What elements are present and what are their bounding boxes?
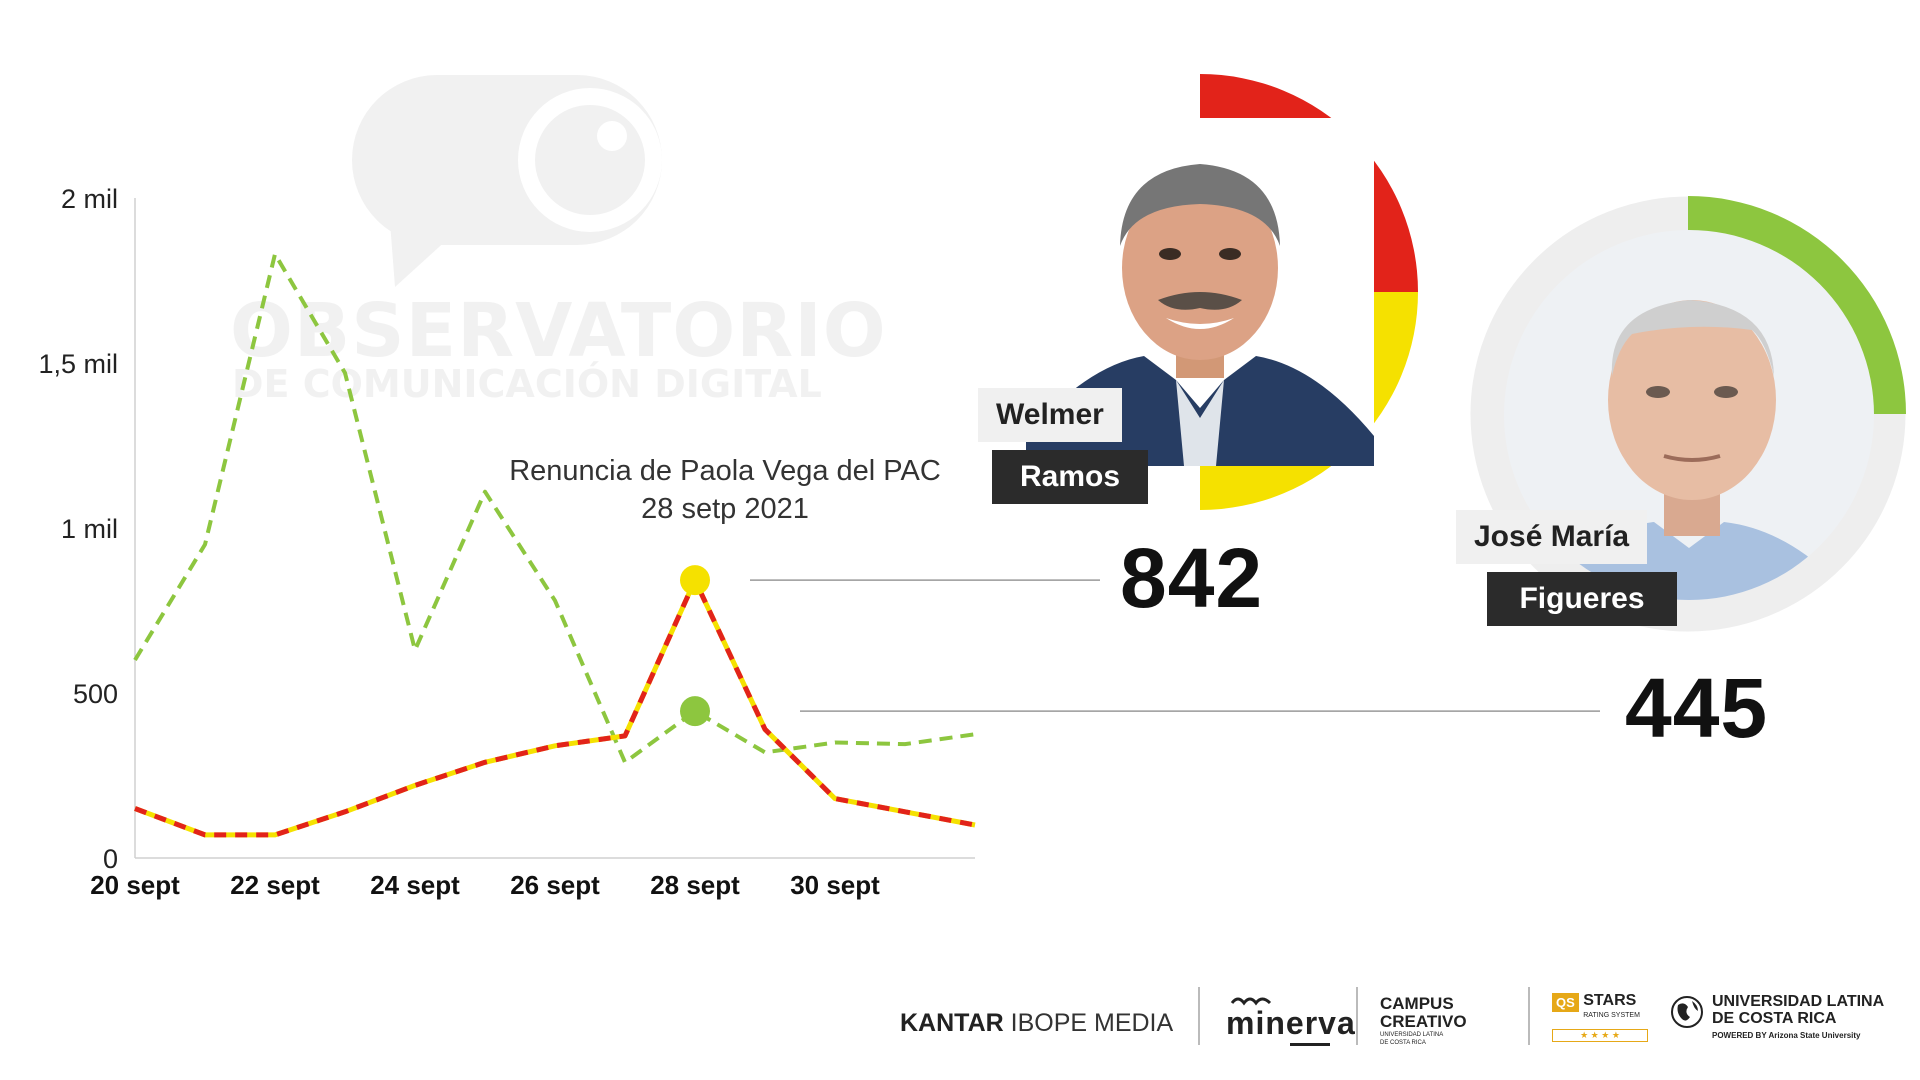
y-tick-label: 500 (73, 679, 118, 709)
welmer-last-name-label: Ramos (992, 450, 1148, 504)
y-tick-label: 2 mil (61, 184, 118, 214)
x-tick-label: 20 sept (90, 870, 180, 900)
series-line (133, 252, 976, 765)
series-line-stripes (134, 577, 976, 838)
y-tick-label: 1 mil (61, 514, 118, 544)
ulatina-line-1: UNIVERSIDAD LATINA (1712, 993, 1885, 1010)
ulatina-text-block: UNIVERSIDAD LATINA DE COSTA RICA POWERED… (1712, 993, 1884, 1044)
ibope-media-text: IBOPE MEDIA (1010, 1009, 1174, 1037)
ulatina-line-3: POWERED BY Arizona State University (1712, 1031, 1861, 1040)
y-tick-label: 1,5 mil (38, 349, 118, 379)
sponsor-logos: KANTAR IBOPE MEDIA minerva CAMPUS CREATI… (900, 985, 1910, 1065)
jose-maria-figueres-ring (1470, 196, 1906, 632)
campus-creativo-logo: CAMPUS CREATIVO UNIVERSIDAD LATINA DE CO… (1380, 995, 1467, 1047)
minerva-wave-icon (1230, 997, 1272, 1006)
minerva-text: minerva (1226, 1005, 1356, 1041)
figueres-last-name-label: Figueres (1487, 572, 1677, 626)
jose-maria-first-name-label: José María (1456, 510, 1648, 564)
x-tick-label: 24 sept (370, 870, 460, 900)
qs-stars-text-block: STARS RATING SYSTEM (1583, 993, 1640, 1023)
minerva-logo: minerva (1226, 993, 1355, 1046)
kantar-text: KANTAR (900, 1009, 1004, 1037)
stars-subtext: RATING SYSTEM (1583, 1012, 1640, 1019)
footer-divider (1356, 987, 1358, 1045)
campus-subtext: UNIVERSIDAD LATINA DE COSTA RICA (1380, 1032, 1443, 1046)
x-tick-label: 26 sept (510, 870, 600, 900)
annotation-line-1: Renuncia de Paola Vega del PAC (509, 455, 941, 487)
x-tick-label: 22 sept (230, 870, 320, 900)
welmer-first-name-label: Welmer (978, 388, 1122, 442)
campus-text: CAMPUS (1380, 994, 1454, 1013)
highlight-dot (680, 696, 710, 727)
highlight-dot (680, 565, 710, 596)
qs-badge: QS (1552, 993, 1579, 1012)
minerva-underline (1290, 1043, 1330, 1046)
kantar-ibope-media-logo: KANTAR IBOPE MEDIA (900, 1009, 1173, 1038)
x-tick-label: 30 sept (790, 870, 880, 900)
creativo-text: CREATIVO (1380, 1012, 1467, 1031)
globe-icon (1671, 996, 1703, 1028)
series-line-base (134, 577, 976, 838)
chart-annotation: Renuncia de Paola Vega del PAC 28 setp 2… (485, 452, 965, 528)
y-tick-label: 0 (103, 844, 118, 874)
stars-text: STARS (1583, 992, 1637, 1009)
footer-divider (1198, 987, 1200, 1045)
x-tick-label: 28 sept (650, 870, 740, 900)
footer-divider (1528, 987, 1530, 1045)
watermark-subtitle: DE COMUNICACIÓN DIGITAL (232, 362, 822, 406)
stars-rating: ★ ★ ★ ★ (1552, 1029, 1648, 1042)
ulatina-line-2: DE COSTA RICA (1712, 1010, 1837, 1027)
welmer-ramos-ring (1200, 74, 1418, 510)
observatorio-watermark-logo (352, 75, 662, 287)
welmer-count: 842 (1120, 531, 1264, 625)
qs-stars-logo: QS STARS RATING SYSTEM ★ ★ ★ ★ (1552, 993, 1648, 1042)
figueres-count: 445 (1625, 661, 1769, 755)
annotation-line-2: 28 setp 2021 (641, 493, 809, 525)
